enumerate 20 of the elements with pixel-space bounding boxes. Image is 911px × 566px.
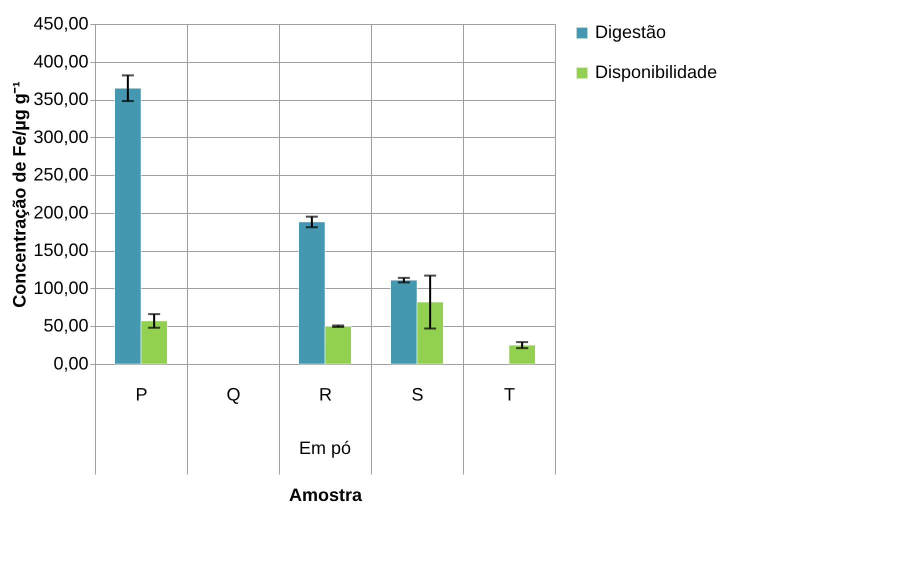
y-tick-label: 50,00	[43, 316, 88, 336]
x-tick-label: Q	[226, 384, 241, 404]
y-tick-label: 400,00	[33, 51, 88, 72]
y-axis-title: Concentração de Fe/µg g⁻¹	[9, 81, 30, 308]
legend-label: Disponibilidade	[595, 62, 718, 82]
text: Em pó	[298, 438, 352, 458]
y-tick-label: 250,00	[33, 164, 88, 185]
y-tick-label: 450,00	[33, 14, 88, 34]
x-tick-label: S	[411, 384, 424, 404]
y-tick-label: 150,00	[33, 240, 88, 260]
y-tick-label: 350,00	[33, 89, 88, 110]
x-tick-label: T	[504, 384, 515, 404]
y-tick-label: 200,00	[33, 202, 88, 222]
y-tick-label: 0,00	[53, 354, 88, 374]
y-tick-label: 100,00	[33, 278, 88, 298]
y-tick-label: 300,00	[33, 126, 88, 147]
legend-label: Digestão	[595, 22, 666, 42]
x-tick-label: P	[135, 384, 148, 404]
x-axis-title: Amostra	[288, 485, 363, 505]
x-tick-label: R	[319, 384, 332, 404]
